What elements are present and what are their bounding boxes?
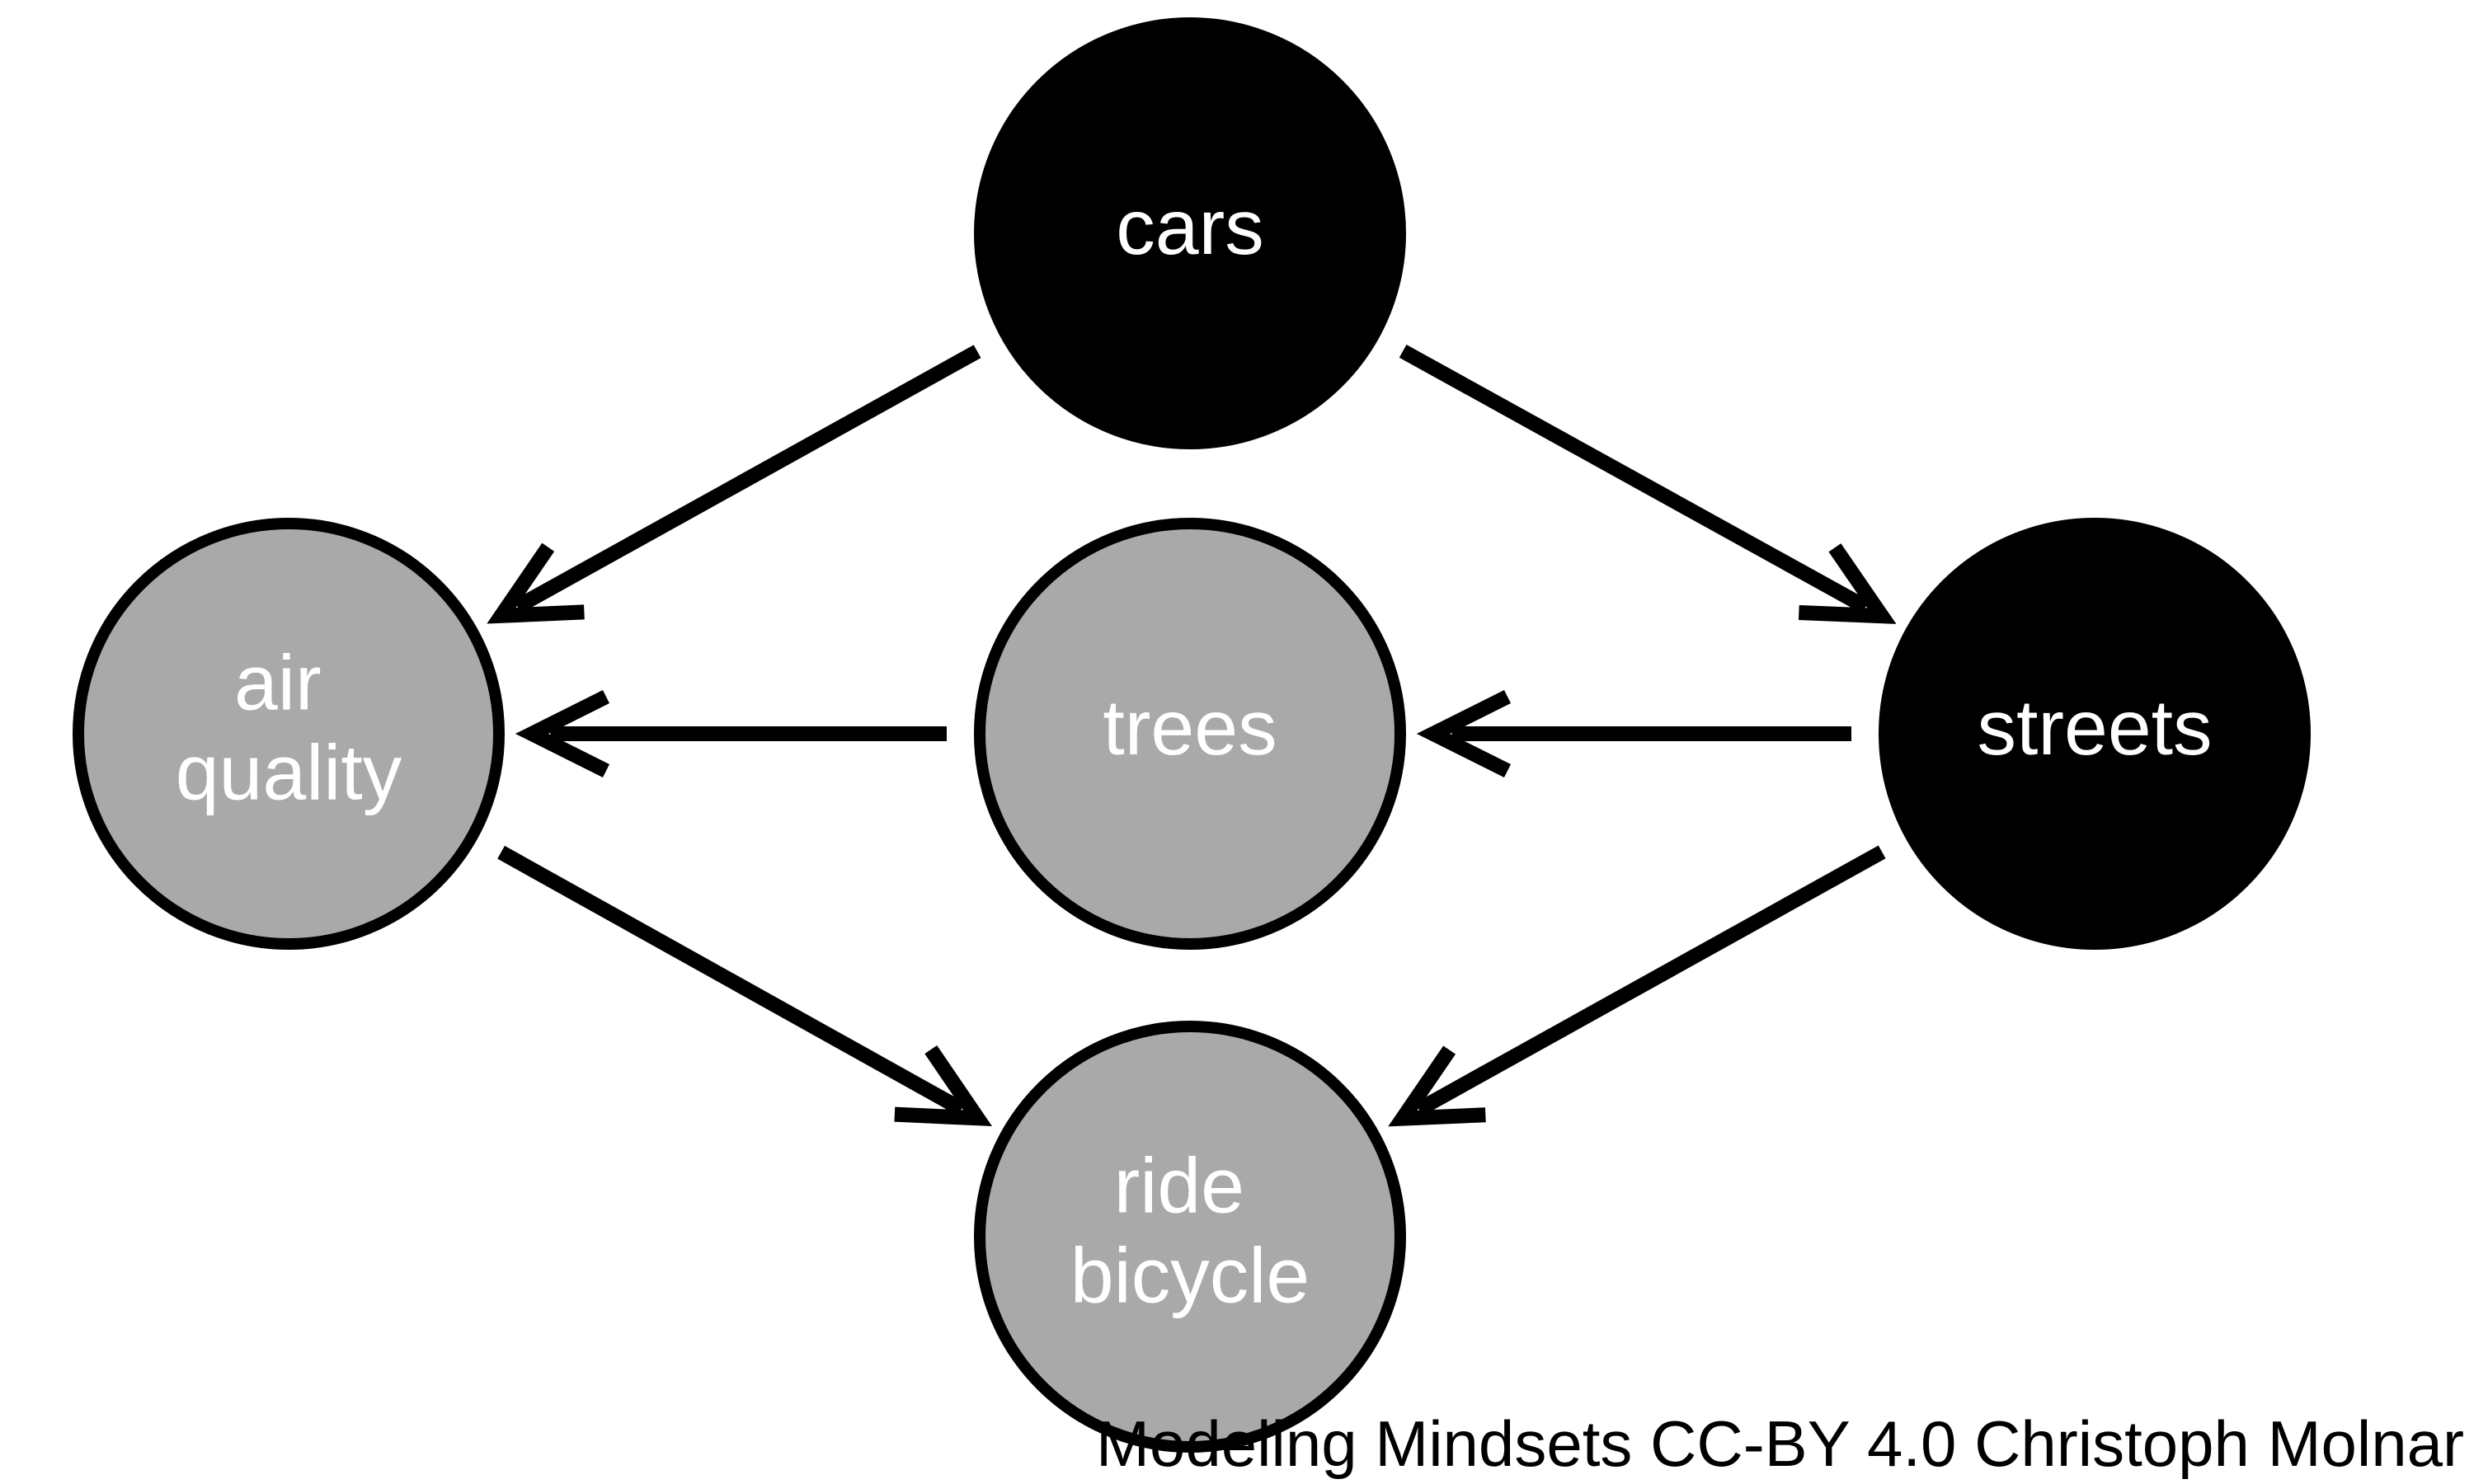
label-cars: cars: [1116, 184, 1263, 271]
node-trees: trees: [980, 524, 1400, 944]
node-ride-bicycle: ride bicycle: [980, 1026, 1400, 1447]
node-air-quality: air quality: [78, 524, 499, 944]
label-trees: trees: [1103, 684, 1277, 772]
edge-streets-ride_bicycle: [1418, 852, 1882, 1109]
causal-diagram: cars air quality trees streets ride bicy…: [0, 0, 2474, 1484]
edge-cars-air_quality: [518, 351, 978, 607]
node-streets: streets: [1884, 524, 2305, 944]
node-cars: cars: [980, 23, 1400, 444]
label-streets: streets: [1977, 684, 2212, 772]
edge-air_quality-ride_bicycle: [501, 852, 962, 1110]
edge-cars-streets: [1403, 351, 1865, 607]
caption-text: Modeling Mindsets CC-BY 4.0 Christoph Mo…: [1096, 1407, 2464, 1480]
